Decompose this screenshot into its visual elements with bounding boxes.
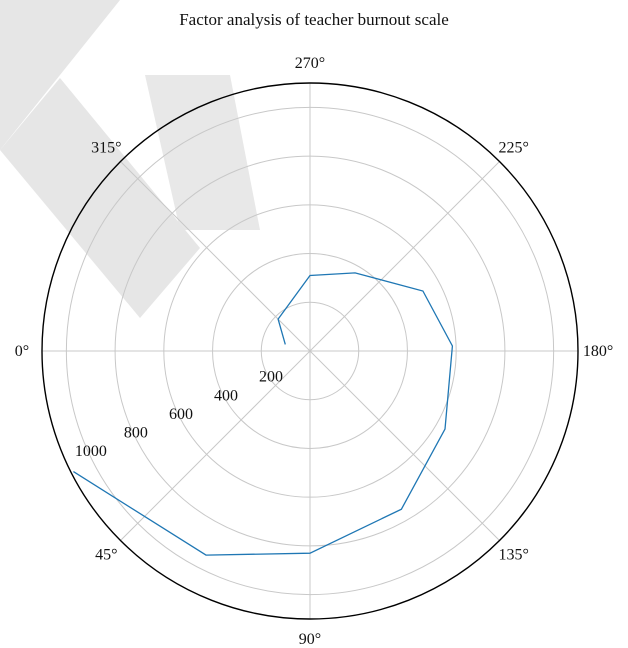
radial-tick-label-1000: 1000	[75, 443, 107, 460]
angle-tick-labels: 0° 45° 90° 135° 180° 225° 270° 315°	[15, 55, 614, 648]
polar-grid	[42, 83, 578, 619]
polar-frame	[41, 82, 579, 620]
radial-tick-label-200: 200	[259, 369, 283, 386]
angle-tick-label-0: 0°	[15, 343, 29, 360]
radial-rings	[65, 106, 555, 596]
angle-tick-label-225: 225°	[499, 139, 529, 156]
series-line-0	[73, 272, 454, 556]
series-layer	[73, 272, 454, 556]
radial-gridline-200	[260, 301, 360, 401]
angle-gridline-135	[309, 350, 500, 541]
chart-title: Factor analysis of teacher burnout scale	[179, 10, 449, 29]
radial-tick-label-400: 400	[214, 387, 238, 404]
radial-gridline-600	[163, 204, 457, 498]
radial-gridline-400	[212, 253, 408, 449]
angle-tick-label-135: 135°	[499, 547, 529, 564]
radial-gridline-1000	[65, 106, 555, 596]
radial-tick-label-600: 600	[169, 406, 193, 423]
radial-tick-labels: 200 400 600 800 1000	[75, 369, 283, 461]
angle-tick-label-315: 315°	[91, 139, 121, 156]
angle-tick-label-90: 90°	[299, 631, 321, 648]
angle-gridline-225	[309, 161, 500, 352]
angle-tick-label-45: 45°	[95, 547, 117, 564]
radial-tick-label-800: 800	[124, 425, 148, 442]
radial-gridline-800	[114, 155, 506, 547]
angle-tick-label-270: 270°	[295, 55, 325, 72]
angle-tick-label-180: 180°	[583, 343, 613, 360]
angle-gridline-45	[120, 350, 311, 541]
angle-gridline-315	[120, 161, 311, 352]
